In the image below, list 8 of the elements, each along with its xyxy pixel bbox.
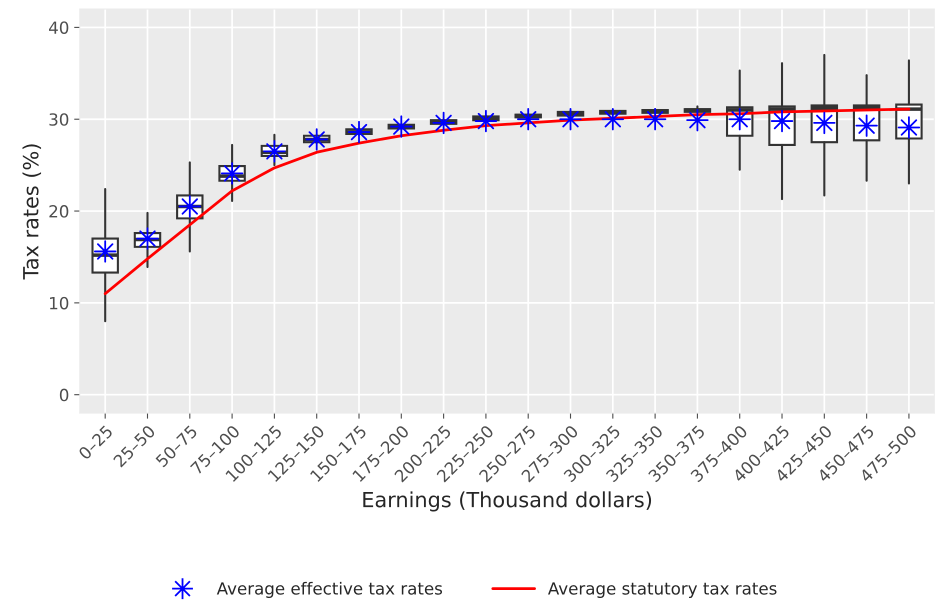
y-tick-label: 0 (60, 388, 68, 402)
y-axis-title: Tax rates (%) (22, 144, 42, 280)
y-tick-label: 30 (49, 113, 68, 126)
y-tick-label: 20 (49, 205, 68, 218)
legend-label: Average statutory tax rates (548, 582, 777, 598)
y-tick-label: 40 (49, 21, 68, 34)
x-axis-title: Earnings (Thousand dollars) (363, 491, 652, 512)
y-tick-label: 10 (50, 296, 68, 310)
